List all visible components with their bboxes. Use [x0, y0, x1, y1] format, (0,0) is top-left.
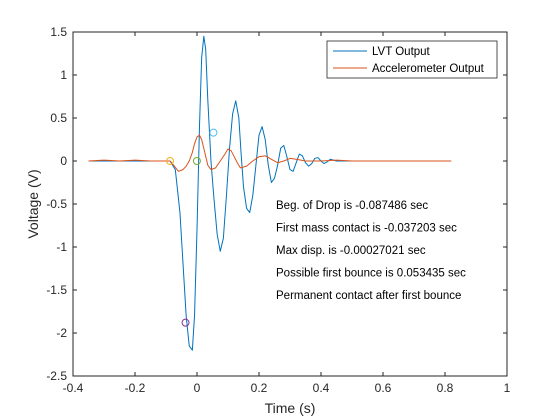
x-tick-label: 0.8 [437, 381, 454, 395]
y-tick-label: -2.5 [46, 369, 67, 383]
annotation-layer: Beg. of Drop is -0.087486 sec First mass… [276, 200, 466, 302]
annotation-first-mass-contact: First mass contact is -0.037203 sec [276, 223, 457, 235]
y-tick-label: 0 [60, 154, 67, 168]
axes-box [72, 31, 508, 377]
series-line-accelerometer-output [88, 134, 452, 172]
x-tick-label: 0.2 [251, 381, 268, 395]
x-tick-label: 0.6 [375, 381, 392, 395]
legend-box [326, 40, 498, 79]
annotation-max-disp: Max disp. is -0.00027021 sec [276, 245, 426, 257]
marker-max-disp [192, 157, 201, 165]
marker-first-mass-contact [181, 318, 190, 327]
annotation-first-bounce: Possible first bounce is 0.053435 sec [276, 268, 466, 280]
annotation-beg-of-drop: Beg. of Drop is -0.087486 sec [276, 200, 428, 212]
legend-label-lvt-output: LVT Output [372, 46, 431, 58]
x-tick-label: 0 [194, 381, 201, 395]
x-tick-label: -0.4 [63, 381, 84, 395]
x-tick-label: -0.2 [125, 381, 146, 395]
y-tick-label: 1.5 [50, 25, 67, 39]
x-tick-label: 0.4 [313, 381, 330, 395]
tick-layer: -0.4 -0.2 0 0.2 0.4 0.6 0.8 1 -2.5 -2 -1.5 -1 -0.5 0 0… [46, 25, 510, 395]
y-tick-label: 0.5 [50, 111, 67, 125]
legend-label-accelerometer-output: Accelerometer Output [372, 63, 485, 75]
y-axis-label: Voltage (V) [25, 169, 41, 238]
plot-area: -0.4 -0.2 0 0.2 0.4 0.6 0.8 1 -2.5 -2 -1.5 -1 -0.5 0 0… [46, 25, 510, 395]
x-axis-label: Time (s) [265, 400, 316, 416]
y-tick-label: -0.5 [46, 197, 67, 211]
marker-first-bounce [209, 128, 218, 137]
annotation-permanent-contact: Permanent contact after first bounce [276, 290, 461, 302]
x-tick-label: 1 [504, 381, 511, 395]
marker-layer [166, 128, 218, 327]
legend: LVT Output Accelerometer Output [326, 40, 498, 79]
series-layer [88, 35, 452, 351]
y-tick-label: -1 [56, 240, 67, 254]
marker-beg-of-drop [166, 157, 175, 165]
series-line-lvt-output [88, 35, 452, 351]
y-tick-label: 1 [60, 68, 67, 82]
y-tick-label: -1.5 [46, 283, 67, 297]
y-tick-label: -2 [56, 326, 67, 340]
